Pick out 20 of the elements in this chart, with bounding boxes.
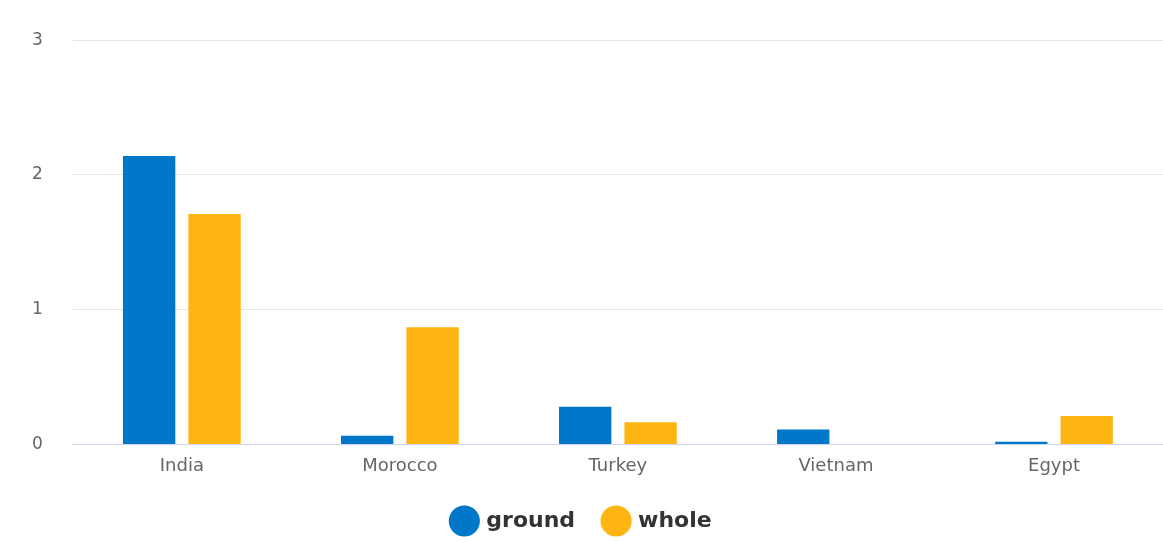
x-tick-label: Vietnam [798, 453, 874, 475]
bar [624, 422, 677, 444]
x-tick-label: Turkey [587, 453, 648, 475]
bar [188, 214, 241, 444]
y-tick-label: 3 [31, 28, 43, 49]
x-tick-label: India [159, 453, 204, 475]
bar [1060, 416, 1113, 444]
y-tick-label: 1 [31, 298, 43, 319]
bar [559, 406, 612, 444]
x-tick-label: Egypt [1028, 453, 1080, 475]
x-tick-label: Morocco [362, 453, 438, 475]
legend-label: ground [486, 506, 576, 532]
bar [995, 441, 1048, 444]
y-tick-label: 2 [31, 163, 43, 184]
bar [341, 435, 394, 444]
bar [406, 327, 459, 444]
y-tick-label: 0 [31, 432, 43, 453]
legend-label: whole [638, 506, 712, 532]
bar [777, 429, 830, 444]
bar [122, 156, 176, 444]
